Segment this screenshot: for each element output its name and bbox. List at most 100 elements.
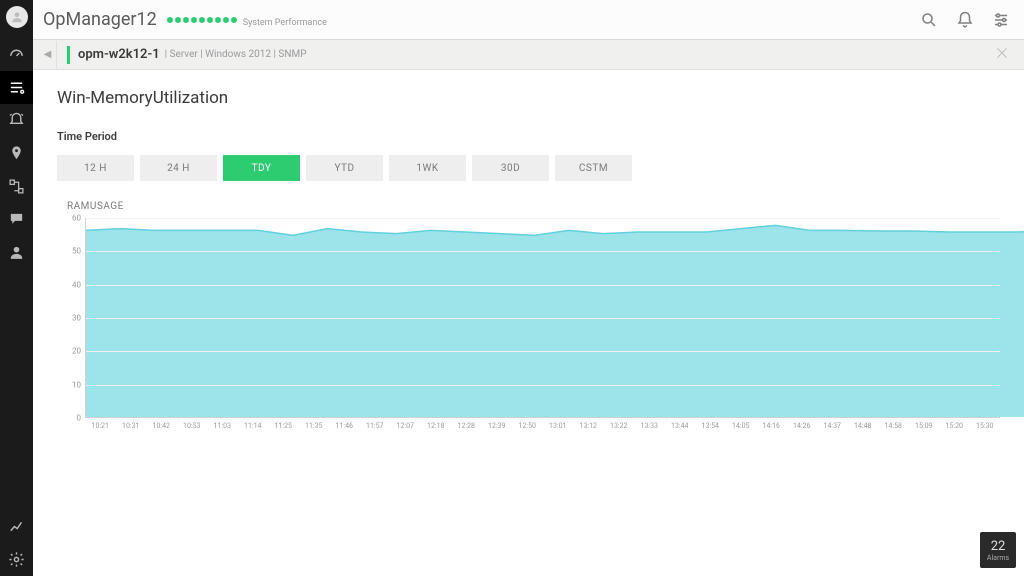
- plot: [85, 218, 1000, 418]
- content: Win-MemoryUtilization Time Period 12 H24…: [33, 70, 1024, 576]
- nav-network[interactable]: [0, 170, 33, 203]
- sidebar: [0, 0, 33, 576]
- x-tick-label: 12:28: [451, 422, 482, 430]
- alarms-label: Alarms: [987, 554, 1009, 562]
- x-tick-label: 13:54: [695, 422, 726, 430]
- health-dot: [223, 17, 229, 23]
- chart-icon: [8, 518, 25, 535]
- x-tick-label: 12:07: [390, 422, 421, 430]
- nav-chat[interactable]: [0, 203, 33, 236]
- health-dots: [167, 17, 237, 23]
- tab-24h[interactable]: 24 H: [140, 155, 217, 181]
- y-tick-label: 50: [72, 247, 81, 256]
- search-icon: [920, 11, 938, 29]
- breadcrumb-host: opm-w2k12-1: [78, 47, 160, 62]
- x-tick-label: 10:21: [85, 422, 116, 430]
- person-icon: [8, 244, 25, 261]
- close-button[interactable]: [994, 45, 1010, 65]
- gauge-icon: [8, 46, 25, 63]
- x-tick-label: 11:03: [207, 422, 238, 430]
- user-avatar[interactable]: [6, 6, 28, 28]
- chart-title: RAMUSAGE: [67, 201, 1000, 212]
- x-tick-label: 13:01: [543, 422, 574, 430]
- settings-toggle-button[interactable]: [992, 11, 1010, 29]
- bell-alert-icon: [8, 112, 25, 129]
- tab-30d[interactable]: 30D: [472, 155, 549, 181]
- y-tick-label: 30: [72, 314, 81, 323]
- back-button[interactable]: ◀: [39, 41, 57, 69]
- x-tick-label: 14:37: [817, 422, 848, 430]
- gear-icon: [8, 551, 25, 568]
- x-tick-label: 15:09: [909, 422, 940, 430]
- x-tick-label: 15:20: [939, 422, 970, 430]
- x-tick-label: 10:42: [146, 422, 177, 430]
- system-performance-label: System Performance: [243, 18, 327, 28]
- close-icon: [994, 45, 1010, 61]
- x-tick-label: 12:50: [512, 422, 543, 430]
- gridline: [86, 385, 1000, 386]
- notifications-button[interactable]: [956, 11, 974, 29]
- gridline: [86, 218, 1000, 219]
- sliders-icon: [992, 11, 1010, 29]
- tab-tdy[interactable]: TDY: [223, 155, 300, 181]
- nav-alerts[interactable]: [0, 104, 33, 137]
- nav-maps[interactable]: [0, 137, 33, 170]
- page-title: Win-MemoryUtilization: [57, 88, 1000, 108]
- x-tick-label: 11:14: [238, 422, 269, 430]
- gridline: [86, 318, 1000, 319]
- tab-1wk[interactable]: 1WK: [389, 155, 466, 181]
- health-dot: [207, 17, 213, 23]
- x-tick-label: 10:53: [177, 422, 208, 430]
- x-tick-label: 14:05: [726, 422, 757, 430]
- x-tick-label: 14:26: [787, 422, 818, 430]
- x-tick-label: 11:35: [299, 422, 330, 430]
- status-marker: [67, 46, 70, 64]
- x-tick-label: 11:57: [360, 422, 391, 430]
- area-series: [86, 217, 1024, 417]
- nav-dashboard[interactable]: [0, 38, 33, 71]
- nav-settings[interactable]: [0, 543, 33, 576]
- tab-cstm[interactable]: CSTM: [555, 155, 632, 181]
- plot-area: 0102030405060: [57, 218, 1000, 418]
- bell-icon: [956, 11, 974, 29]
- gridline: [86, 351, 1000, 352]
- x-tick-label: 13:44: [665, 422, 696, 430]
- pin-icon: [8, 145, 25, 162]
- health-dot: [175, 17, 181, 23]
- chat-icon: [8, 211, 25, 228]
- search-button[interactable]: [920, 11, 938, 29]
- gridline: [86, 251, 1000, 252]
- y-tick-label: 60: [72, 214, 81, 223]
- health-dot: [231, 17, 237, 23]
- gridline: [86, 285, 1000, 286]
- x-tick-label: 13:22: [604, 422, 635, 430]
- tab-ytd[interactable]: YTD: [306, 155, 383, 181]
- user-icon: [10, 10, 24, 24]
- breadcrumb-meta: | Server | Windows 2012 | SNMP: [165, 49, 307, 60]
- time-period-tabs: 12 H24 HTDYYTD1WK30DCSTM: [57, 155, 1000, 181]
- health-dot: [199, 17, 205, 23]
- main: OpManager12 System Performance ◀ opm-w2k…: [33, 0, 1024, 576]
- health-dot: [167, 17, 173, 23]
- nav-inventory[interactable]: [0, 71, 33, 104]
- x-tick-label: 13:33: [634, 422, 665, 430]
- chart: 0102030405060 10:2110:3110:4210:5311:031…: [57, 218, 1000, 564]
- network-icon: [8, 178, 25, 195]
- nav-reports[interactable]: [0, 510, 33, 543]
- y-tick-label: 0: [77, 414, 82, 423]
- nav-users[interactable]: [0, 236, 33, 269]
- x-tick-label: 11:25: [268, 422, 299, 430]
- x-tick-label: 10:31: [116, 422, 147, 430]
- health-dot: [215, 17, 221, 23]
- y-tick-label: 20: [72, 347, 81, 356]
- x-tick-label: 12:39: [482, 422, 513, 430]
- period-label: Time Period: [57, 130, 1000, 143]
- alarms-badge[interactable]: 22 Alarms: [980, 532, 1016, 568]
- alarms-count: 22: [991, 539, 1006, 554]
- y-tick-label: 40: [72, 280, 81, 289]
- x-tick-label: 14:48: [848, 422, 879, 430]
- x-tick-label: 14:16: [756, 422, 787, 430]
- tab-12h[interactable]: 12 H: [57, 155, 134, 181]
- x-axis: 10:2110:3110:4210:5311:0311:1411:2511:35…: [85, 422, 1000, 430]
- x-tick-label: 11:46: [329, 422, 360, 430]
